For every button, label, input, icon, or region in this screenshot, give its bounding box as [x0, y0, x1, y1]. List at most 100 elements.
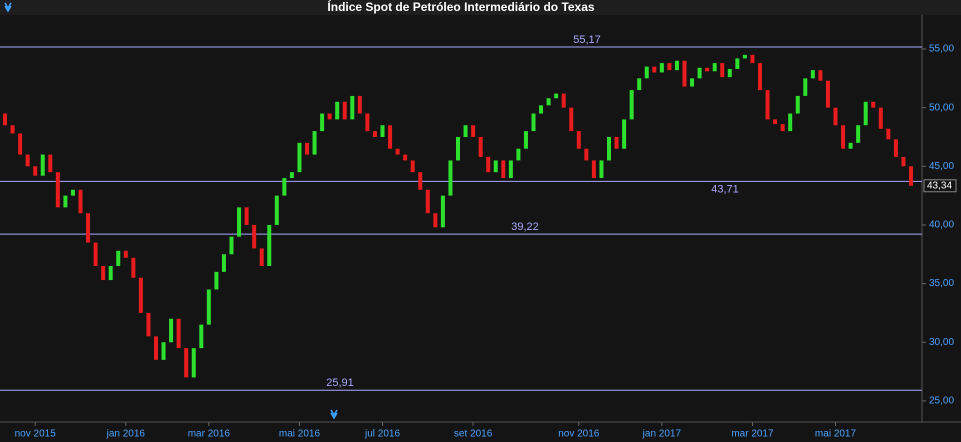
price-bar [554, 93, 559, 99]
x-tick-label: mar 2016 [188, 429, 231, 440]
price-bar [697, 67, 702, 79]
level-label: 39,22 [511, 221, 539, 233]
price-bar [584, 148, 589, 161]
level-label: 55,17 [573, 34, 601, 46]
price-bar [863, 101, 868, 126]
price-bar [546, 98, 551, 106]
price-bar [244, 207, 249, 225]
price-bar [456, 136, 460, 161]
y-tick-label: 35,00 [929, 278, 954, 289]
price-bar [169, 318, 174, 343]
price-bar [576, 131, 581, 149]
price-bar [818, 70, 823, 81]
price-bar [486, 156, 491, 173]
price-bar [403, 154, 408, 161]
chart-title: Índice Spot de Petróleo Intermediário do… [327, 0, 594, 14]
price-bar [780, 124, 785, 132]
price-bar [252, 224, 257, 249]
price-bar [365, 113, 370, 132]
level-label: 43,71 [711, 183, 739, 195]
price-bar [131, 257, 136, 278]
price-bar [410, 160, 415, 173]
price-bar [418, 172, 423, 190]
price-bar [607, 136, 611, 161]
price-bar [909, 166, 913, 186]
price-bar [123, 250, 128, 258]
marker-icon[interactable] [330, 409, 338, 420]
price-bar [825, 80, 830, 108]
price-bar [539, 105, 544, 114]
price-bar [727, 68, 732, 78]
price-bar [493, 160, 498, 173]
price-bar [101, 266, 106, 281]
panel-icon[interactable] [4, 2, 12, 13]
price-bar [448, 160, 453, 196]
price-bar [667, 63, 672, 71]
price-bar [569, 107, 574, 132]
price-bar [773, 119, 778, 125]
price-bar [10, 125, 15, 134]
x-tick-label: mai 2016 [279, 429, 321, 440]
price-bar [48, 154, 53, 173]
price-bar [848, 142, 853, 149]
price-bar [154, 336, 158, 360]
price-bar [357, 95, 362, 114]
price-bar [803, 78, 808, 96]
price-bar [327, 113, 332, 120]
price-bar [237, 207, 242, 237]
price-bar [388, 125, 393, 149]
price-bar [614, 136, 619, 149]
price-bar [622, 119, 627, 149]
price-bar [856, 125, 861, 143]
price-bar [833, 107, 838, 126]
price-bar [259, 248, 264, 267]
price-bar [33, 166, 38, 176]
price-bar [78, 189, 83, 214]
title-bar [0, 0, 961, 15]
price-bar [184, 348, 189, 378]
price-bar [176, 318, 181, 349]
price-bar [138, 277, 143, 313]
x-tick-label: mar 2017 [731, 429, 774, 440]
price-bar [18, 133, 23, 155]
price-bar [841, 125, 846, 149]
price-bar [305, 142, 309, 155]
price-bar [652, 66, 657, 73]
price-bar [3, 113, 7, 126]
price-bar [55, 172, 60, 208]
price-bar [229, 236, 234, 255]
price-bar [267, 224, 272, 267]
price-bar [463, 125, 468, 137]
x-tick-label: mai 2017 [815, 429, 857, 440]
price-bar [335, 101, 340, 120]
price-bar [425, 189, 430, 214]
price-bar [25, 154, 30, 167]
price-bar [40, 154, 45, 176]
level-label: 25,91 [326, 377, 354, 389]
price-bar [478, 136, 483, 157]
price-bar [93, 242, 98, 267]
y-tick-label: 55,00 [929, 44, 954, 55]
price-bar [116, 250, 121, 267]
price-bar [871, 101, 876, 108]
price-bar [206, 289, 211, 325]
price-bar [70, 189, 75, 196]
price-bar [561, 93, 566, 108]
price-bar [599, 160, 604, 179]
price-bar [274, 195, 279, 225]
price-bar [765, 90, 770, 120]
price-bar [878, 107, 883, 129]
price-bar [720, 63, 725, 78]
x-tick-label: set 2016 [454, 429, 493, 440]
x-tick-label: jul 2016 [364, 429, 400, 440]
price-bar [433, 213, 438, 228]
price-bar [795, 95, 800, 114]
price-bar [282, 178, 287, 196]
x-tick-label: nov 2016 [558, 429, 600, 440]
x-tick-label: nov 2015 [15, 429, 57, 440]
price-bar [342, 101, 347, 120]
price-bar [86, 213, 91, 243]
price-bar [395, 148, 400, 155]
